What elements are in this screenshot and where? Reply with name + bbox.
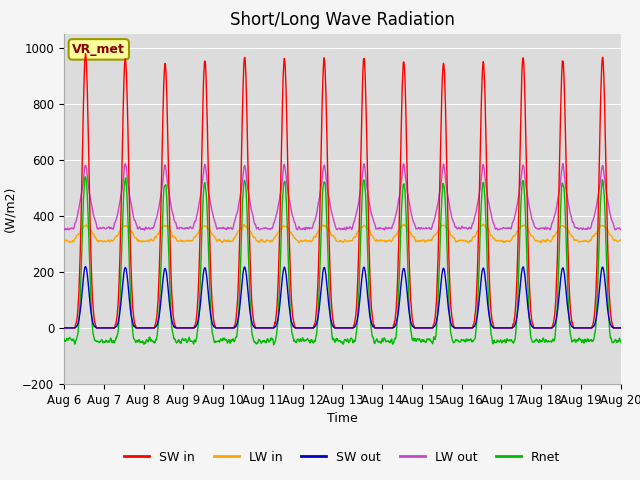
SW in — [60, 325, 68, 331]
SW in — [246, 267, 254, 273]
Title: Short/Long Wave Radiation: Short/Long Wave Radiation — [230, 11, 455, 29]
LW out — [387, 225, 394, 231]
Y-axis label: (W/m2): (W/m2) — [4, 186, 17, 232]
LW out — [414, 225, 422, 231]
LW in — [414, 238, 422, 244]
Rnet — [60, 336, 68, 342]
LW in — [60, 238, 68, 243]
LW out — [559, 161, 566, 167]
X-axis label: Time: Time — [327, 412, 358, 425]
SW out — [181, 325, 189, 331]
Rnet — [387, 337, 395, 343]
LW in — [616, 237, 624, 243]
LW out — [616, 227, 624, 232]
LW in — [479, 221, 486, 227]
SW out — [616, 325, 624, 331]
Rnet — [181, 336, 189, 342]
Line: Rnet: Rnet — [64, 177, 620, 345]
SW in — [616, 325, 624, 331]
LW in — [387, 239, 394, 244]
Rnet — [474, 288, 482, 293]
Rnet — [616, 339, 624, 345]
Rnet — [246, 307, 254, 313]
SW out — [387, 325, 394, 331]
Rnet — [270, 342, 278, 348]
SW out — [474, 309, 482, 314]
LW out — [559, 163, 566, 168]
SW out — [414, 325, 422, 331]
Line: LW in: LW in — [64, 224, 620, 243]
SW in — [387, 325, 394, 331]
LW in — [295, 240, 303, 246]
Rnet — [559, 181, 566, 187]
Line: SW out: SW out — [64, 266, 620, 328]
LW out — [474, 200, 482, 205]
SW in — [414, 325, 422, 331]
Rnet — [415, 337, 422, 343]
SW out — [82, 264, 90, 269]
SW in — [474, 253, 482, 259]
LW in — [559, 223, 566, 228]
LW out — [246, 201, 254, 207]
Rnet — [81, 174, 89, 180]
LW out — [181, 226, 189, 232]
Text: VR_met: VR_met — [72, 43, 125, 56]
SW in — [82, 51, 90, 57]
LW in — [180, 239, 188, 244]
Legend: SW in, LW in, SW out, LW out, Rnet: SW in, LW in, SW out, LW out, Rnet — [120, 446, 565, 469]
Line: LW out: LW out — [64, 164, 620, 230]
LW in — [246, 229, 254, 235]
SW in — [559, 58, 566, 64]
SW out — [246, 312, 254, 318]
SW out — [60, 325, 68, 331]
Line: SW in: SW in — [64, 54, 620, 328]
LW in — [474, 228, 482, 233]
SW out — [559, 266, 566, 272]
LW out — [141, 227, 148, 233]
SW in — [181, 325, 189, 331]
LW out — [60, 226, 68, 231]
